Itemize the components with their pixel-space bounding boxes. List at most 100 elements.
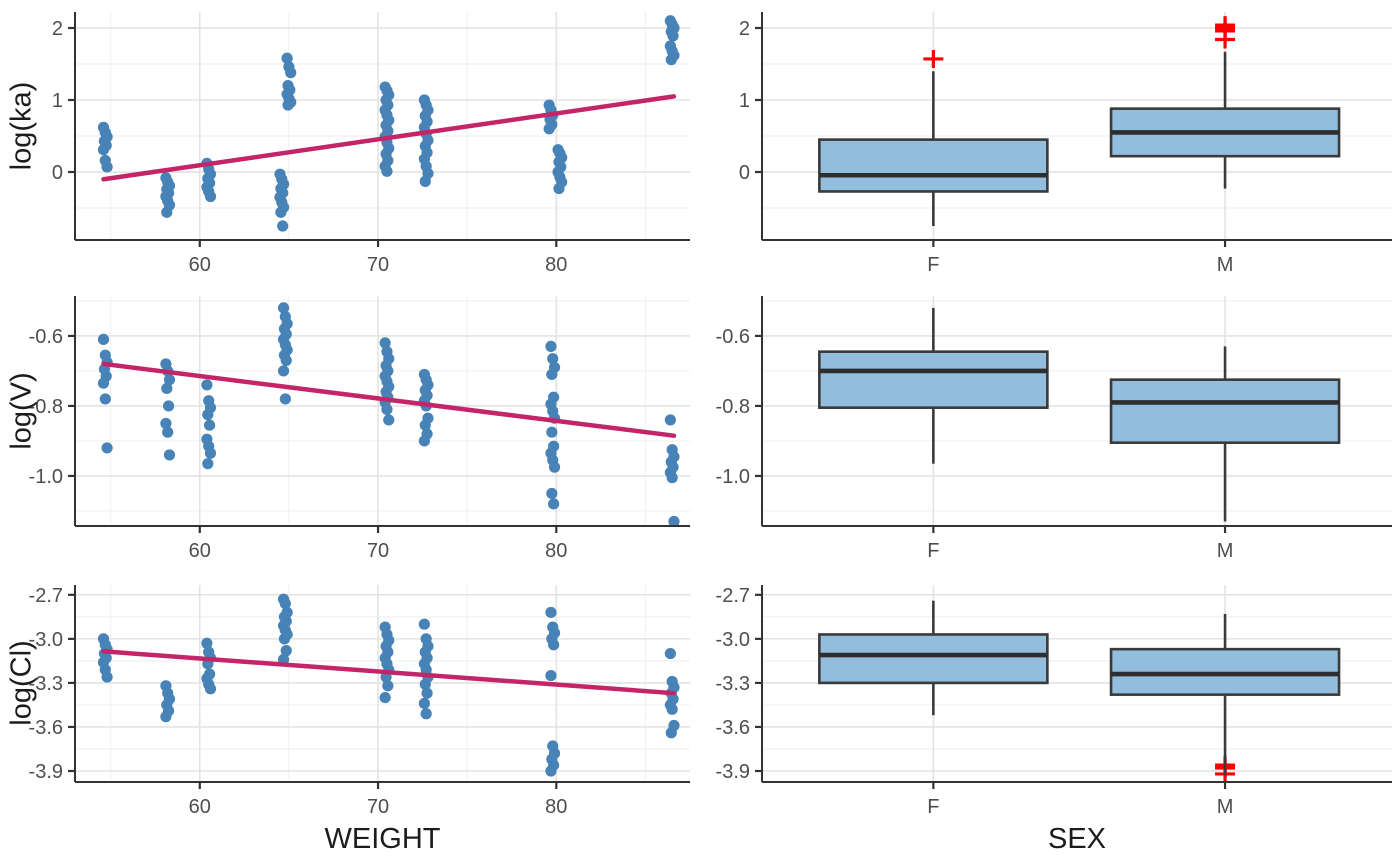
data-point	[664, 414, 676, 426]
trend-line	[101, 649, 677, 696]
y-tick-label: -2.7	[716, 585, 750, 607]
data-point	[545, 669, 557, 682]
data-point	[97, 377, 110, 389]
x-tick-label: M	[1217, 796, 1234, 816]
data-point	[160, 417, 172, 430]
box	[818, 138, 1049, 193]
y-tick-label: -0.8	[716, 396, 750, 418]
x-tick-label: 70	[367, 254, 389, 276]
trend-line	[101, 94, 677, 182]
data-point	[421, 687, 433, 699]
data-point	[667, 30, 679, 42]
x-tick-label: F	[927, 796, 939, 816]
scatter-log-ka-vs-weight: 0 1 2 60 70 80	[52, 12, 690, 276]
data-point	[97, 333, 110, 346]
y-tick-label: -3.3	[716, 673, 750, 695]
data-point	[545, 765, 557, 777]
box	[818, 633, 1049, 685]
data-point	[201, 379, 213, 391]
data-point	[547, 353, 559, 365]
y-tick-label: 1	[52, 90, 63, 112]
x-tick-label: 70	[367, 796, 389, 816]
boxplot-log-ka-by-sex: 0 1 2 F M	[739, 12, 1392, 276]
data-point	[277, 220, 289, 232]
x-tick-label: 60	[189, 796, 211, 816]
panel-cell-log-ka-vs-weight: log(ka) 0 1 2 60 70 80	[0, 0, 700, 283]
data-point	[277, 302, 290, 314]
y-tick-label: -3.9	[29, 761, 63, 783]
box	[818, 350, 1049, 409]
data-point	[382, 680, 394, 692]
panel-cell-log-ka-by-sex: 0 1 2 F M	[700, 0, 1400, 283]
y-tick-label: 0	[739, 162, 750, 184]
data-point	[281, 52, 293, 64]
x-axis-title-sex: SEX	[1047, 823, 1107, 855]
y-tick-label: 2	[52, 18, 63, 40]
data-point	[202, 458, 214, 470]
data-point	[418, 618, 430, 630]
data-point	[162, 426, 174, 438]
data-point	[546, 487, 558, 500]
x-tick-label: 80	[545, 540, 567, 562]
data-point	[204, 447, 217, 459]
panel-cell-log-v-by-sex: -0.6 -0.8 -1.0 F M	[700, 283, 1400, 566]
data-point	[163, 374, 176, 386]
scatter-log-v-vs-weight: -0.6 -0.8 -1.0 60 70 80	[29, 296, 690, 562]
data-point	[419, 419, 431, 431]
box	[1109, 378, 1341, 444]
data-point	[418, 435, 430, 447]
y-tick-label: -3.6	[29, 717, 63, 739]
x-tick-label: 70	[367, 540, 389, 562]
boxplot-log-cl-by-sex: -2.7 -3.0 -3.3 -3.6 -3.9 F M	[716, 585, 1392, 816]
y-tick-label: -0.6	[716, 326, 750, 348]
data-point	[548, 498, 560, 510]
data-point	[546, 368, 558, 381]
data-point	[419, 678, 431, 690]
y-tick-label: 2	[739, 18, 750, 40]
data-point	[279, 393, 291, 405]
y-tick-label: -1.0	[29, 466, 63, 488]
panel-cell-log-cl-by-sex: -2.7 -3.0 -3.3 -3.6 -3.9 F M SEX	[700, 566, 1400, 866]
data-point	[203, 419, 216, 431]
data-point	[204, 190, 217, 203]
boxplot-log-v-by-sex: -0.6 -0.8 -1.0 F M	[716, 296, 1392, 562]
data-point	[543, 123, 555, 135]
y-tick-label: -3.0	[29, 629, 63, 651]
data-point	[379, 337, 391, 349]
data-point	[381, 403, 393, 416]
data-point	[280, 354, 292, 367]
data-point	[285, 67, 297, 79]
data-point	[665, 54, 677, 66]
data-point	[553, 182, 565, 195]
data-point	[666, 472, 678, 484]
y-tick-label: -3.6	[716, 717, 750, 739]
data-point	[97, 144, 110, 156]
data-point	[160, 711, 172, 723]
y-axis-title-log-cl: log(Cl)	[5, 640, 38, 726]
y-tick-label: -2.7	[29, 585, 63, 607]
data-point	[101, 442, 113, 454]
data-point	[161, 206, 173, 218]
scatter-log-cl-vs-weight: -2.7 -3.0 -3.3 -3.6 -3.9 60 70 80	[29, 585, 690, 816]
x-tick-label: F	[927, 540, 939, 562]
data-point	[275, 206, 287, 218]
y-tick-label: 1	[739, 90, 750, 112]
data-point	[665, 727, 677, 739]
data-point	[161, 382, 173, 395]
data-point	[163, 449, 176, 461]
data-point	[280, 645, 292, 657]
panel-cell-log-v-vs-weight: log(V) -0.6 -0.8 -1.0 60 70 80	[0, 283, 700, 566]
data-point	[162, 400, 175, 412]
y-tick-label: -0.6	[29, 326, 63, 348]
data-point	[101, 671, 113, 683]
x-tick-label: 80	[545, 254, 567, 276]
data-point	[383, 414, 395, 426]
data-point	[666, 703, 678, 715]
x-tick-label: 60	[189, 254, 211, 276]
trend-line	[101, 361, 677, 438]
data-point	[668, 515, 680, 528]
y-tick-label: -0.8	[29, 396, 63, 418]
data-point	[202, 409, 214, 421]
data-point	[548, 461, 561, 473]
y-tick-label: -3.9	[716, 761, 750, 783]
